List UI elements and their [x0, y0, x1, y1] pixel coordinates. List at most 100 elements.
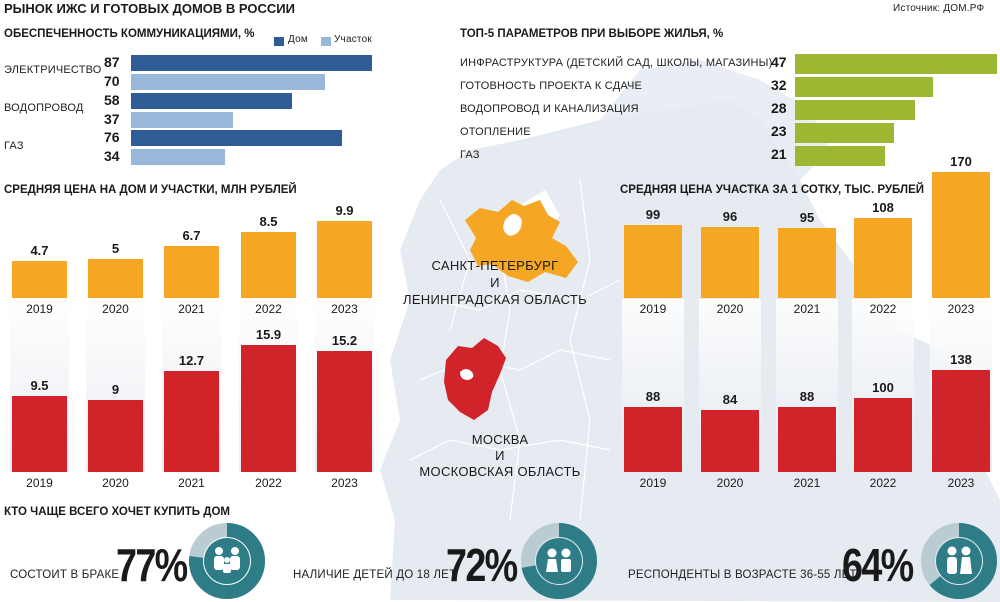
legend-house-label: Дом [288, 34, 308, 45]
spb-bar [12, 261, 67, 298]
source-note: Источник: ДОМ.РФ [893, 3, 985, 14]
children-icon [521, 523, 597, 599]
msk-bar [624, 406, 682, 472]
spb-year-label: 2022 [869, 302, 897, 316]
utility-plot-bar [131, 112, 234, 128]
msk-bar [241, 345, 296, 472]
utility-house-value: 58 [104, 92, 120, 108]
msk-value-label: 138 [950, 352, 972, 367]
msk-bar [932, 370, 990, 472]
spb-bar [88, 259, 143, 298]
buyer-label-married: СОСТОИТ В БРАКЕ [10, 569, 120, 581]
spb-label-line1: САНКТ-ПЕТЕРБУРГ [431, 258, 559, 273]
page-title: РЫНОК ИЖС И ГОТОВЫХ ДОМОВ В РОССИИ [4, 1, 295, 16]
spb-bar [932, 172, 990, 298]
top5-value: 23 [771, 123, 787, 139]
spb-value-label: 170 [950, 154, 972, 169]
msk-value-label: 9.5 [30, 378, 49, 394]
msk-value-label: 15.2 [331, 332, 358, 348]
spb-city-shape [503, 214, 522, 236]
top5-bar [795, 54, 997, 74]
msk-bar [317, 350, 372, 472]
msk-year-label: 2020 [102, 476, 129, 490]
msk-year-label: 2023 [331, 476, 358, 490]
spb-label-line2: И [490, 275, 500, 290]
spb-value-label: 9.9 [335, 203, 354, 218]
spb-year-label: 2022 [255, 302, 282, 316]
utility-house-bar [131, 130, 342, 146]
msk-value-label: 15.9 [255, 327, 282, 342]
spb-year-label: 2019 [26, 302, 53, 316]
spb-value-label: 8.5 [259, 213, 278, 229]
utility-house-bar [131, 93, 292, 109]
moscow-city-shape [460, 369, 474, 380]
top5-category-label: ИНФРАСТРУКТУРА (ДЕТСКИЙ САД, ШКОЛЫ, МАГА… [460, 57, 773, 69]
utility-plot-bar [131, 74, 325, 90]
utility-plot-bar [131, 149, 226, 165]
top5-value: 28 [771, 100, 787, 116]
msk-value-label: 100 [872, 380, 894, 396]
msk-year-label: 2021 [178, 476, 205, 490]
msk-value-label: 84 [722, 391, 738, 407]
msk-year-label: 2019 [639, 476, 667, 490]
utility-category-label: ЭЛЕКТРИЧЕСТВО [4, 64, 102, 76]
spb-year-label: 2020 [102, 302, 129, 316]
donut-value-married [189, 523, 265, 599]
family-icon [189, 523, 265, 599]
legend-plot-label: Участок [334, 34, 372, 45]
top5-category-label: ВОДОПРОВОД И КАНАЛИЗАЦИЯ [460, 103, 639, 115]
plot-price-title: СРЕДНЯЯ ЦЕНА УЧАСТКА ЗА 1 СОТКУ, ТЫС. РУ… [620, 184, 925, 196]
moscow-region-shape [444, 338, 506, 420]
spb-value-label: 5 [111, 241, 120, 257]
spb-value-label: 4.7 [30, 243, 49, 259]
spb-bar [854, 217, 912, 298]
donut-value-children [521, 523, 597, 599]
utility-plot-value: 34 [104, 148, 120, 164]
spb-bar [164, 245, 219, 298]
top5-value: 21 [771, 146, 787, 162]
buyer-label-age: РЕСПОНДЕНТЫ В ВОЗРАСТЕ 36-55 ЛЕТ [628, 569, 857, 581]
spb-bar [701, 226, 759, 298]
utility-house-value: 87 [104, 54, 120, 70]
buyer-value-married: 77% [116, 539, 188, 591]
top5-bar [795, 77, 933, 97]
spb-year-label: 2021 [793, 302, 821, 316]
spb-value-label: 6.7 [182, 227, 201, 243]
top5-value: 47 [771, 54, 787, 70]
spb-value-label: 99 [645, 206, 661, 222]
msk-value-label: 88 [645, 388, 661, 404]
utility-house-bar [131, 55, 372, 71]
msk-year-label: 2020 [716, 476, 744, 490]
house-price-title: СРЕДНЯЯ ЦЕНА НА ДОМ И УЧАСТКИ, МЛН РУБЛЕ… [4, 184, 297, 196]
utility-category-label: ВОДОПРОВОД [4, 102, 84, 114]
msk-bar [701, 409, 759, 472]
msk-bar [164, 370, 219, 472]
msk-value-label: 9 [111, 382, 120, 398]
top5-bar [795, 100, 916, 120]
top5-bar [795, 123, 894, 143]
utility-house-value: 76 [104, 129, 120, 145]
msk-year-label: 2021 [793, 476, 821, 490]
spb-value-label: 95 [799, 209, 815, 225]
buyer-value-children: 72% [446, 539, 518, 591]
donut-value-age [921, 523, 997, 599]
couple-icon [921, 523, 997, 599]
msk-bar [88, 400, 143, 472]
msk-bar [854, 398, 912, 472]
top5-title: ТОП-5 ПАРАМЕТРОВ ПРИ ВЫБОРЕ ЖИЛЬЯ, % [460, 28, 724, 40]
spb-year-label: 2023 [331, 302, 358, 316]
top5-bar [795, 146, 886, 166]
msk-label-line1: МОСКВА [471, 432, 529, 447]
utility-category-label: ГАЗ [4, 140, 24, 152]
leningrad-region-shape [465, 200, 578, 282]
top5-category-label: ГОТОВНОСТЬ ПРОЕКТА К СДАЧЕ [460, 80, 643, 92]
msk-label-line3: МОСКОВСКАЯ ОБЛАСТЬ [419, 464, 581, 479]
spb-year-label: 2021 [178, 302, 205, 316]
legend-house-swatch [274, 37, 284, 46]
buyers-title: КТО ЧАЩЕ ВСЕГО ХОЧЕТ КУПИТЬ ДОМ [4, 506, 230, 518]
spb-value-label: 108 [872, 199, 894, 215]
spb-label-line3: ЛЕНИНГРАДСКАЯ ОБЛАСТЬ [403, 292, 587, 307]
top5-category-label: ОТОПЛЕНИЕ [460, 126, 531, 138]
msk-bar [12, 396, 67, 472]
